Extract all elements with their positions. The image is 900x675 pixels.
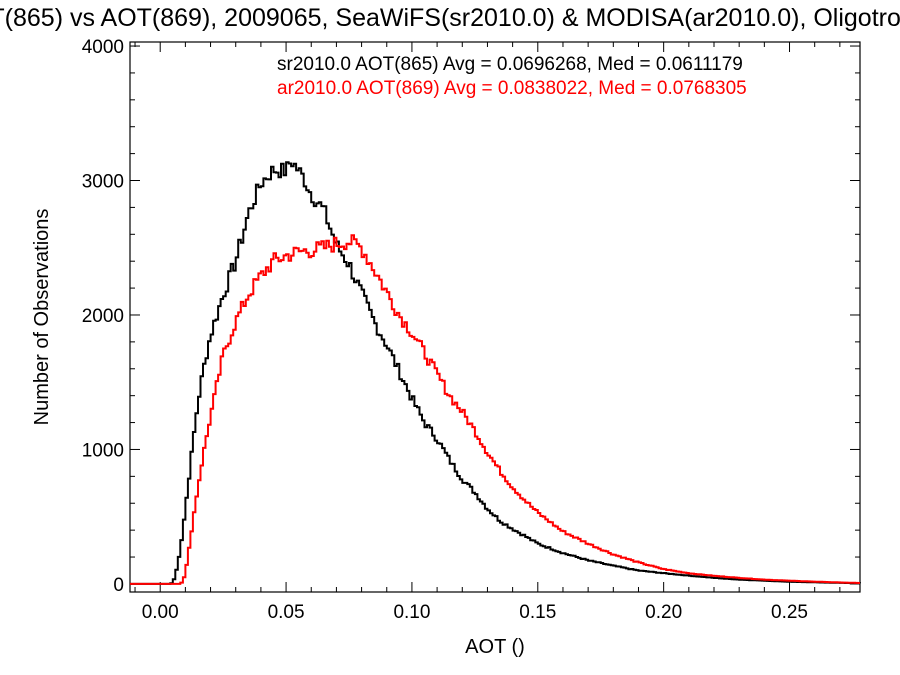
annotation-ar2010: ar2010.0 AOT(869) Avg = 0.0838022, Med =…: [277, 78, 747, 99]
x-tick-label: 0.15: [519, 602, 556, 623]
series-layer: [130, 161, 861, 585]
x-tick-label: 0.25: [771, 602, 808, 623]
x-tick-label: 0.05: [268, 602, 305, 623]
annotation-sr2010: sr2010.0 AOT(865) Avg = 0.0696268, Med =…: [277, 54, 743, 75]
series-sr2010-aot865: [130, 161, 861, 585]
x-tick-label: 0.10: [393, 602, 430, 623]
y-tick-labels: 0 1000 2000 3000 4000: [82, 37, 124, 596]
x-tick-label: 0.00: [142, 602, 179, 623]
axis-ticks: [130, 42, 860, 592]
y-tick-label: 0: [113, 575, 124, 596]
chart-title: AOT(865) vs AOT(869), 2009065, SeaWiFS(s…: [0, 4, 900, 32]
y-tick-label: 4000: [82, 37, 124, 58]
y-tick-label: 1000: [82, 440, 124, 461]
x-tick-labels: 0.00 0.05 0.10 0.15 0.20 0.25: [142, 602, 808, 623]
plot-frame: [129, 41, 861, 593]
y-axis-label: Number of Observations: [31, 209, 53, 426]
series-ar2010-aot869: [130, 234, 860, 585]
x-axis-label: AOT (): [465, 636, 525, 658]
x-tick-label: 0.20: [645, 602, 682, 623]
y-tick-label: 2000: [82, 306, 124, 327]
y-tick-label: 3000: [82, 172, 124, 193]
